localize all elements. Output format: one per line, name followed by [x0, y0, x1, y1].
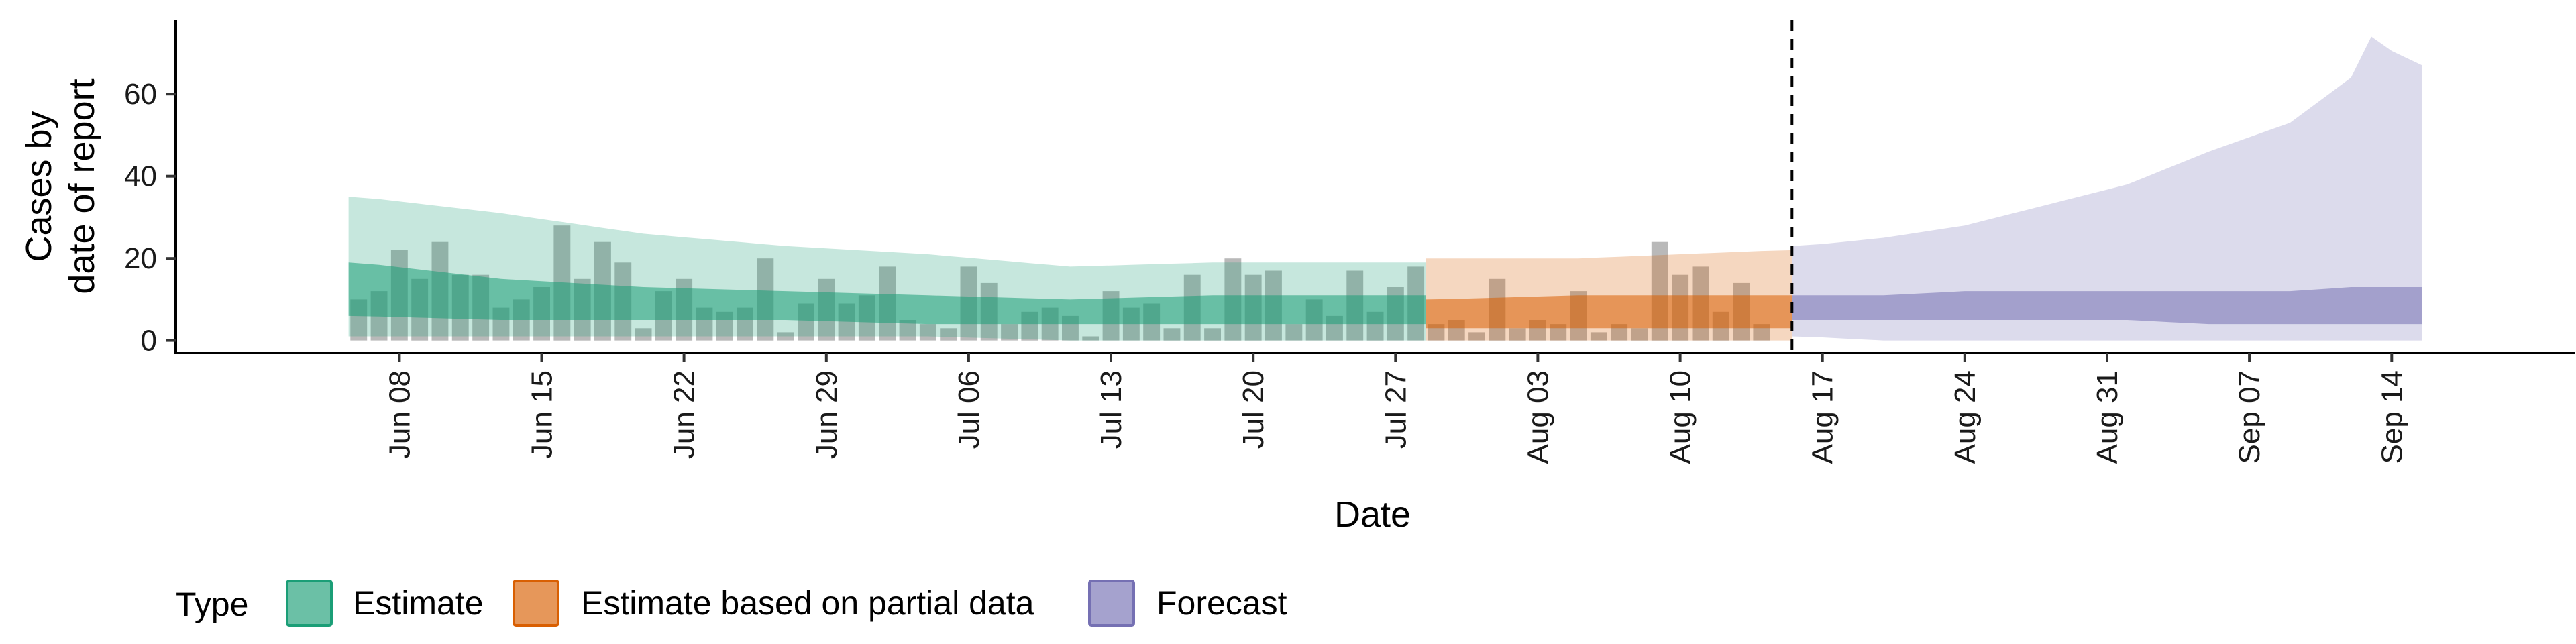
legend: Type Estimate Estimate based on partial … — [176, 580, 1287, 627]
x-axis-title: Date — [1334, 494, 1411, 535]
x-tick-label: Sep 07 — [2233, 370, 2266, 464]
x-tick-label: Jul 20 — [1237, 370, 1270, 449]
observed-case-bar — [1590, 332, 1607, 341]
x-tick-label: Aug 03 — [1521, 370, 1554, 464]
legend-label-partial-estimate: Estimate based on partial data — [581, 584, 1034, 622]
x-tick-label: Jul 13 — [1095, 370, 1128, 449]
y-tick-label: 40 — [124, 160, 157, 193]
forecast-inner-interval — [1792, 287, 2422, 325]
x-tick-label: Jun 15 — [526, 370, 559, 459]
x-tick-label: Jun 29 — [810, 370, 843, 459]
x-tick-label: Aug 24 — [1949, 370, 1982, 464]
y-tick-label: 0 — [141, 325, 157, 358]
y-tick-label: 60 — [124, 78, 157, 111]
legend-label-forecast: Forecast — [1157, 584, 1287, 622]
y-axis-title: Cases by date of report — [19, 78, 102, 294]
legend-key-partial-estimate — [513, 580, 559, 627]
y-axis-title-line-1: Cases by — [19, 111, 59, 262]
x-tick-label: Jun 22 — [668, 370, 701, 459]
observed-case-bar — [940, 328, 957, 341]
estimate-inner-interval — [348, 262, 1426, 325]
x-axis-ticks: Jun 08 Jun 15 Jun 22 Jun 29 Jul 06 Jul 13 Jul … — [383, 353, 2408, 464]
partial-estimate-inner-interval — [1426, 295, 1792, 329]
forecast-outer-interval — [1792, 36, 2422, 341]
observed-case-bar — [1163, 328, 1181, 341]
y-axis-title-line-2: date of report — [62, 78, 102, 294]
observed-case-bar — [1204, 328, 1221, 341]
observed-case-bar — [919, 324, 936, 341]
x-tick-label: Jul 06 — [953, 370, 985, 449]
observed-case-bar — [1082, 336, 1099, 341]
observed-case-bar — [635, 328, 652, 341]
x-tick-label: Aug 31 — [2091, 370, 2124, 464]
legend-key-forecast — [1088, 580, 1135, 627]
observed-case-bar — [1631, 328, 1648, 341]
estimate-bands — [348, 36, 2422, 341]
y-tick-label: 20 — [124, 242, 157, 275]
x-tick-label: Aug 17 — [1807, 370, 1839, 464]
legend-label-estimate: Estimate — [353, 584, 484, 622]
observed-case-bar — [777, 332, 794, 341]
observed-case-bar — [1509, 328, 1526, 341]
observed-case-bar — [1468, 332, 1485, 341]
x-tick-label: Jul 27 — [1379, 370, 1412, 449]
y-axis-ticks: 0 20 40 60 — [124, 78, 176, 358]
legend-key-estimate — [286, 580, 333, 627]
observed-case-bar — [1001, 324, 1018, 341]
x-tick-label: Aug 10 — [1664, 370, 1697, 464]
x-tick-label: Jun 08 — [383, 370, 416, 459]
x-tick-label: Sep 14 — [2375, 370, 2408, 464]
observed-case-bar — [1285, 324, 1303, 341]
legend-title: Type — [176, 586, 248, 623]
